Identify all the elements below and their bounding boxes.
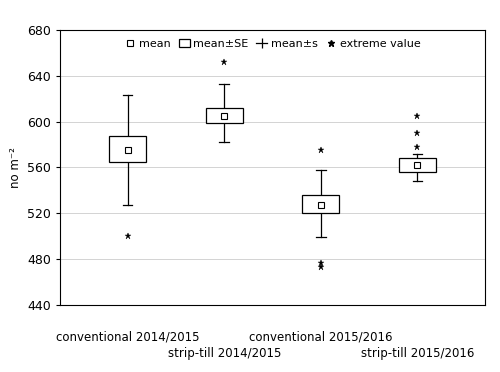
Y-axis label: no m⁻²: no m⁻² [8,147,22,188]
Bar [302,195,339,213]
Bar [206,108,242,123]
Legend: mean, mean±SE, mean±s, extreme value: mean, mean±SE, mean±s, extreme value [122,35,424,52]
Bar [399,158,436,172]
Text: strip-till 2015/2016: strip-till 2015/2016 [360,347,474,360]
Bar [110,137,146,162]
Text: conventional 2015/2016: conventional 2015/2016 [249,330,392,343]
Text: strip-till 2014/2015: strip-till 2014/2015 [168,347,281,360]
Text: conventional 2014/2015: conventional 2014/2015 [56,330,200,343]
